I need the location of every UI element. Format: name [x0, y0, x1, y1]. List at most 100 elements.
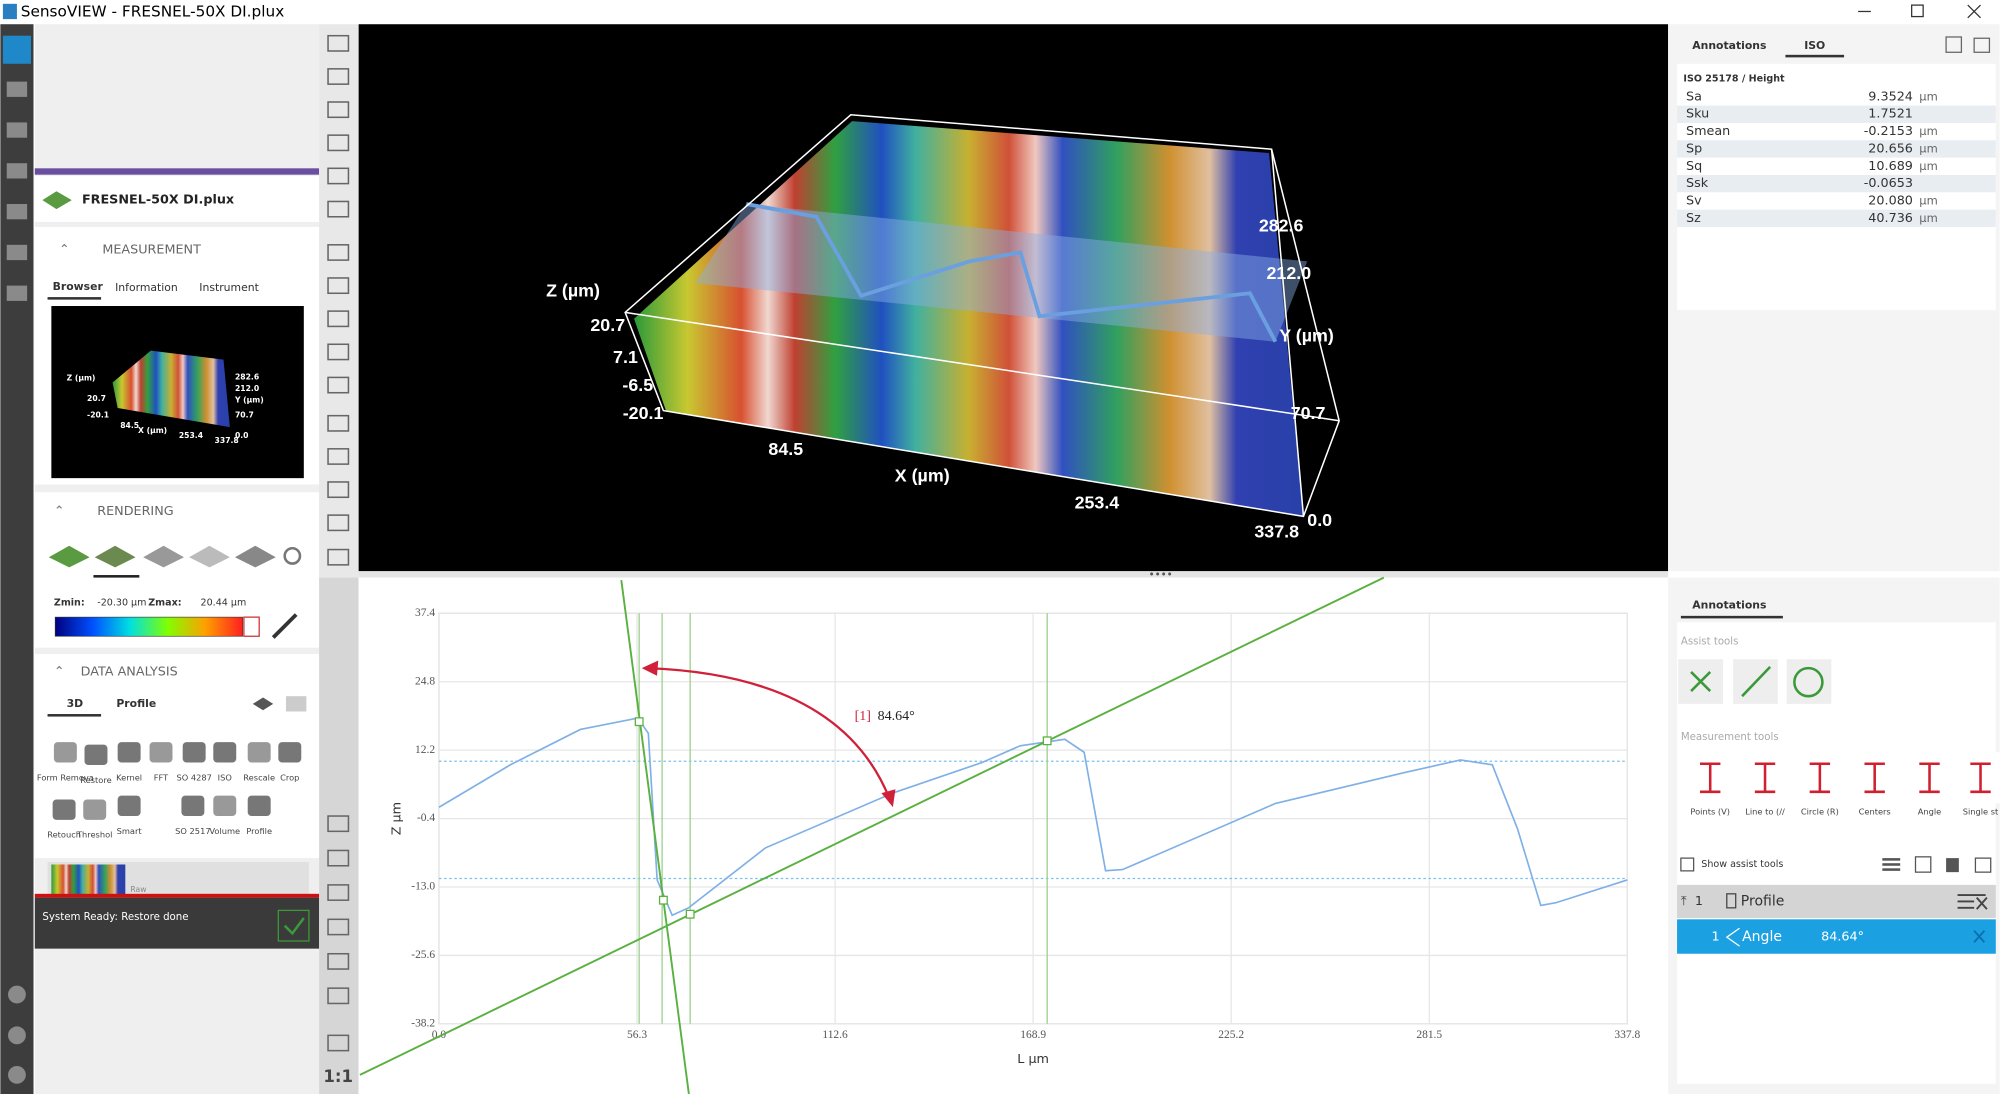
color-bar-handle[interactable] — [243, 616, 260, 637]
tool-button[interactable] — [327, 884, 350, 901]
status-ok[interactable] — [277, 909, 310, 942]
layer-name: Raw — [130, 885, 146, 894]
color-tool[interactable] — [271, 613, 298, 639]
tool-icon[interactable] — [181, 795, 205, 817]
axis-label-3d: Z (µm) — [546, 281, 600, 301]
tool-button[interactable] — [327, 310, 350, 328]
tool-icon[interactable] — [117, 795, 141, 817]
export-icon[interactable] — [1973, 37, 1991, 53]
render-mode[interactable] — [48, 545, 90, 568]
tool-icon[interactable] — [278, 742, 302, 763]
zoom-label[interactable]: 1:1 — [323, 1067, 353, 1086]
render-mode[interactable] — [234, 545, 276, 568]
tree-expander[interactable]: ⤒ — [1681, 894, 1687, 909]
tool-button[interactable] — [327, 548, 350, 566]
iso-param: Sq — [1686, 159, 1702, 174]
close-button[interactable] — [1967, 4, 1981, 19]
nav-icon[interactable] — [8, 1026, 26, 1045]
tab[interactable]: Instrument — [199, 281, 259, 294]
list-action[interactable] — [1882, 863, 1901, 866]
panel-tab[interactable]: Annotations — [1692, 599, 1766, 612]
tool-button[interactable] — [327, 952, 350, 970]
tool-icon[interactable] — [83, 799, 107, 820]
nav-icon[interactable] — [8, 1065, 26, 1084]
bounding-box — [624, 113, 1340, 518]
list-action[interactable] — [1882, 858, 1901, 861]
tool-icon[interactable] — [84, 744, 108, 766]
tree-group-row[interactable] — [1677, 884, 1996, 919]
tab[interactable]: Profile — [116, 697, 156, 710]
list-action[interactable] — [1914, 856, 1932, 873]
edit-icon[interactable] — [1945, 36, 1963, 53]
tree-item-row[interactable] — [1677, 919, 1996, 954]
folder-icon[interactable] — [285, 696, 307, 712]
tool-icon[interactable] — [182, 742, 206, 763]
tool-button[interactable] — [327, 277, 350, 295]
tool-icon[interactable] — [213, 742, 237, 763]
tool-button[interactable] — [327, 918, 350, 936]
list-action[interactable] — [1882, 868, 1901, 871]
list-action[interactable] — [1974, 857, 1992, 873]
tool-button[interactable] — [327, 68, 350, 85]
collapse-icon[interactable]: ⌃ — [54, 504, 65, 519]
tool-button[interactable] — [327, 414, 350, 432]
x-tick-label: 337.8 — [1614, 1029, 1640, 1041]
tool-button[interactable] — [327, 101, 350, 119]
nav-icon[interactable] — [6, 285, 28, 301]
nav-icon[interactable] — [6, 244, 28, 261]
tool-icon[interactable] — [247, 742, 271, 763]
collapse-icon[interactable]: ⌃ — [54, 664, 65, 679]
tool-button[interactable] — [327, 849, 350, 867]
tool-button[interactable] — [327, 134, 350, 152]
layers-icon[interactable] — [252, 697, 274, 711]
tool-button[interactable] — [327, 815, 350, 833]
tool-icon[interactable] — [149, 742, 173, 763]
render-mode[interactable] — [94, 545, 136, 568]
tool-icon[interactable] — [117, 742, 141, 763]
tool-icon[interactable] — [52, 799, 76, 820]
tab[interactable]: 3D — [67, 697, 84, 710]
tool-button[interactable] — [327, 481, 350, 499]
nav-active[interactable] — [2, 35, 31, 64]
axis-label-3d: 0.0 — [1307, 510, 1332, 530]
list-action[interactable] — [1946, 858, 1959, 873]
nav-icon[interactable] — [6, 204, 28, 220]
nav-icon[interactable] — [6, 122, 28, 138]
nav-icon[interactable] — [6, 163, 28, 179]
tool-button[interactable] — [327, 200, 350, 218]
tool-button[interactable] — [327, 987, 350, 1005]
reset-button[interactable] — [283, 547, 302, 565]
tool-icon[interactable] — [247, 795, 271, 817]
splitter[interactable] — [358, 571, 1669, 578]
render-mode[interactable] — [189, 545, 230, 568]
tool-button[interactable] — [327, 1034, 350, 1052]
measure-icon — [1864, 762, 1885, 794]
restore-button[interactable] — [1911, 4, 1924, 18]
tool-button[interactable] — [327, 514, 350, 532]
panel-tab[interactable]: ISO — [1804, 39, 1825, 52]
tool-button[interactable] — [327, 343, 350, 361]
splitter-handle[interactable]: •••• — [1149, 570, 1173, 581]
nav-icon[interactable] — [8, 985, 26, 1004]
tab[interactable]: Browser — [53, 280, 104, 293]
tool-button[interactable] — [327, 376, 350, 394]
tool-icon[interactable] — [53, 742, 77, 763]
tab[interactable]: Information — [115, 281, 178, 294]
item-delete[interactable] — [1973, 930, 1986, 943]
x-tick-label: 56.3 — [627, 1029, 647, 1041]
tool-button[interactable] — [327, 34, 350, 52]
tool-button[interactable] — [327, 167, 350, 185]
nav-icon[interactable] — [6, 81, 28, 97]
collapse-icon[interactable]: ⌃ — [59, 242, 70, 257]
tool-button[interactable] — [327, 244, 350, 261]
panel-tab[interactable]: Annotations — [1692, 39, 1766, 52]
tool-icon[interactable] — [213, 795, 237, 817]
render-mode[interactable] — [143, 545, 184, 568]
checkbox[interactable] — [1680, 857, 1695, 872]
handle[interactable] — [658, 895, 668, 905]
group-delete[interactable] — [1957, 894, 1988, 910]
tool-button[interactable] — [327, 448, 350, 465]
handle[interactable] — [1042, 736, 1052, 746]
handle[interactable] — [685, 909, 695, 919]
handle[interactable] — [634, 717, 644, 727]
